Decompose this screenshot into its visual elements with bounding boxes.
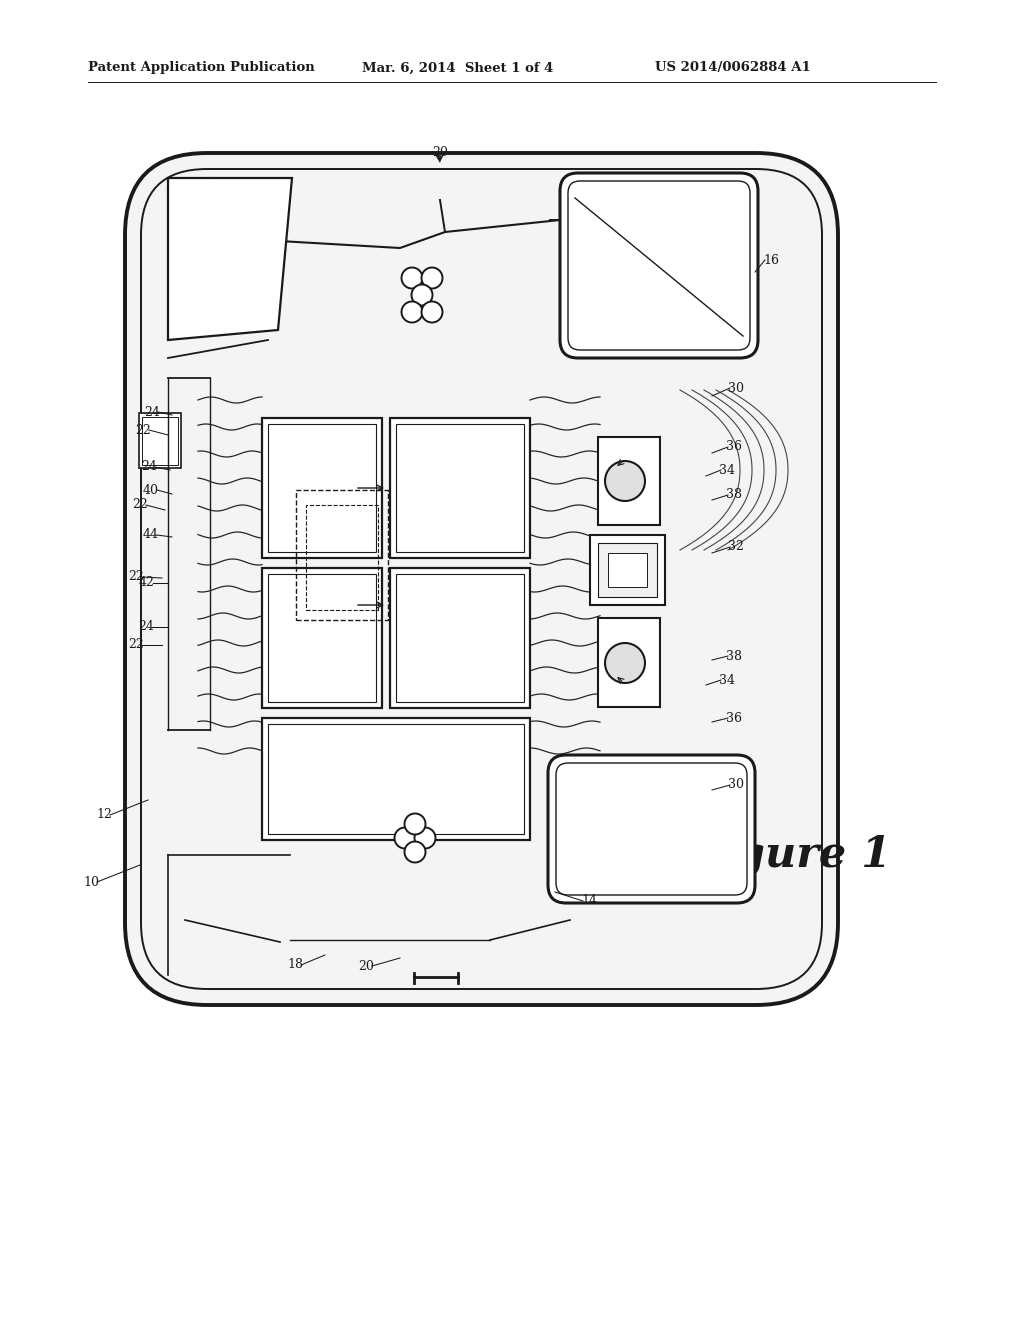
Text: 36: 36 [726,441,742,454]
FancyBboxPatch shape [560,173,758,358]
Bar [390,418,530,558]
Circle shape [401,301,423,322]
Text: 38: 38 [726,488,742,502]
Text: 24: 24 [138,620,154,634]
Circle shape [401,268,423,289]
Text: 18: 18 [287,958,303,972]
Bar [262,418,382,558]
Text: 24: 24 [144,405,160,418]
Circle shape [394,828,416,849]
Text: 34: 34 [719,673,735,686]
Circle shape [404,813,426,834]
Bar [268,723,524,834]
Text: Patent Application Publication: Patent Application Publication [88,62,314,74]
Text: 20: 20 [358,960,374,973]
FancyBboxPatch shape [125,153,838,1005]
Bar [268,424,376,552]
Text: 10: 10 [83,875,99,888]
Text: 14: 14 [581,895,597,908]
Bar [598,618,660,708]
Text: Figure 1: Figure 1 [688,834,892,876]
Circle shape [605,643,645,682]
Bar [396,424,524,552]
Bar [608,553,647,587]
Text: 38: 38 [726,649,742,663]
Bar [396,574,524,702]
Circle shape [422,301,442,322]
Text: Mar. 6, 2014  Sheet 1 of 4: Mar. 6, 2014 Sheet 1 of 4 [362,62,553,74]
Bar [598,543,657,597]
FancyBboxPatch shape [548,755,755,903]
Bar [139,413,181,469]
Text: 40: 40 [143,483,159,496]
Text: 44: 44 [143,528,159,541]
Text: 36: 36 [726,711,742,725]
Text: 16: 16 [763,253,779,267]
Text: 12: 12 [96,808,112,821]
Bar [390,568,530,708]
Bar [262,568,382,708]
Text: 20: 20 [432,145,447,158]
Text: 22: 22 [128,639,144,652]
Text: 30: 30 [728,779,744,792]
Bar [598,437,660,525]
Text: 32: 32 [728,540,744,553]
Bar [590,535,665,605]
Text: 22: 22 [135,424,151,437]
Circle shape [415,828,435,849]
Bar [268,574,376,702]
Text: 22: 22 [132,499,147,511]
Text: 30: 30 [728,381,744,395]
Bar [142,417,178,465]
Circle shape [605,461,645,502]
Text: 24: 24 [141,461,157,474]
Circle shape [422,268,442,289]
Circle shape [412,285,432,305]
Text: 42: 42 [139,577,155,590]
Text: 34: 34 [719,463,735,477]
Text: US 2014/0062884 A1: US 2014/0062884 A1 [655,62,811,74]
Bar [262,718,530,840]
Text: 22: 22 [128,570,144,583]
Bar [296,490,388,620]
Bar [306,506,378,610]
Circle shape [404,842,426,862]
Polygon shape [168,178,292,341]
